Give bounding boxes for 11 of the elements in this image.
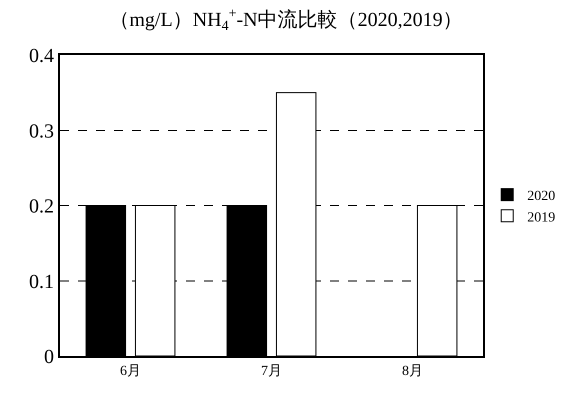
x-tick-label: 6月 [120, 364, 141, 379]
x-tick-label: 7月 [261, 364, 282, 379]
chart-title: （mg/L）NH$_{4}$$^{+}$-N中流比較（2020,2019） [109, 6, 463, 34]
legend-label: 2020 [527, 189, 556, 204]
y-tick-label: 0.3 [29, 120, 54, 142]
y-tick-label: 0.2 [29, 196, 54, 218]
x-tick-label: 8月 [402, 364, 423, 379]
legend-label: 2019 [527, 210, 556, 226]
y-tick-label: 0.1 [29, 270, 54, 293]
y-tick-label: 0.4 [29, 45, 54, 67]
y-tick-label: 0 [44, 346, 54, 368]
